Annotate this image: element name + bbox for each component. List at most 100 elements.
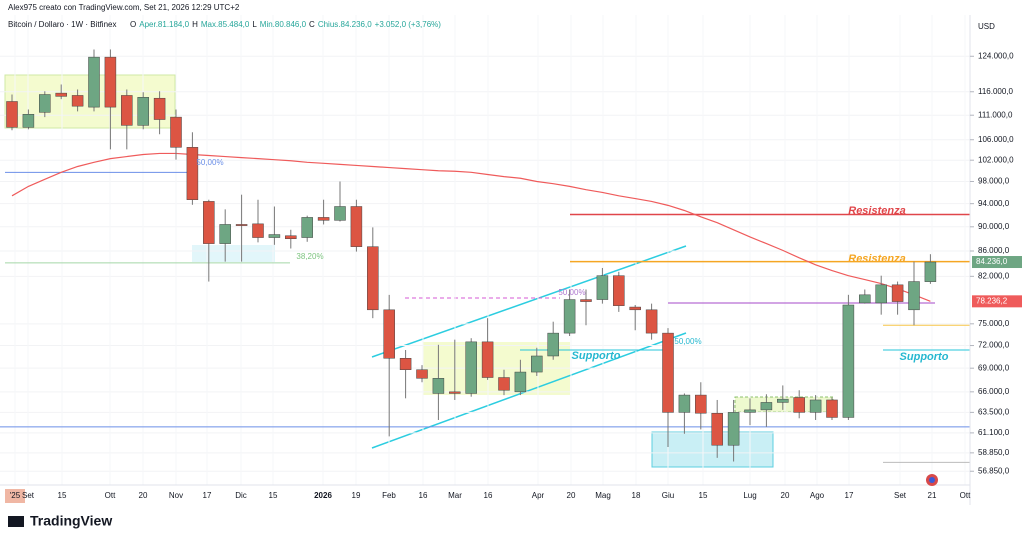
- candle: [678, 393, 691, 434]
- candle: [498, 369, 510, 396]
- legend-item: H: [192, 20, 198, 29]
- x-tick-label: Lug: [743, 491, 756, 500]
- candle-body: [170, 116, 182, 148]
- candle-body: [367, 246, 379, 311]
- candle-body: [645, 309, 658, 334]
- candle: [875, 275, 887, 315]
- candle-body: [235, 224, 248, 226]
- x-tick-label: Ago: [810, 491, 825, 500]
- candle-body: [416, 369, 428, 379]
- candle: [645, 303, 658, 340]
- y-tick-label: 111.000,0: [978, 110, 1013, 119]
- candle: [39, 91, 51, 118]
- x-tick-label: Giu: [662, 491, 674, 500]
- candle-body: [875, 284, 887, 304]
- candle: [334, 181, 346, 222]
- plot: [0, 15, 970, 485]
- candle-body: [924, 261, 937, 282]
- candle: [563, 289, 576, 337]
- candle: [744, 398, 756, 426]
- x-tick-label: Ott: [105, 491, 116, 500]
- candle-body: [301, 217, 313, 238]
- candle-body: [727, 412, 740, 446]
- candle: [514, 359, 527, 396]
- y-tick-label: 58.850,0: [978, 448, 1010, 457]
- x-tick-label: '25: [10, 491, 21, 500]
- candle-body: [252, 223, 264, 238]
- candle-body: [842, 304, 855, 418]
- candle: [6, 94, 18, 131]
- annotation: 50,00%: [674, 337, 701, 346]
- channel-line: [371, 332, 687, 449]
- candle-body: [285, 235, 297, 240]
- candle-body: [809, 399, 822, 413]
- candle: [809, 395, 822, 420]
- x-tick-label: Feb: [382, 491, 396, 500]
- candle: [383, 294, 395, 437]
- candle: [367, 227, 379, 319]
- y-tick-label: 66.000,0: [978, 387, 1010, 396]
- candle-body: [695, 394, 707, 414]
- y-tick-label: 72.000,0: [978, 341, 1010, 350]
- y-tick-label: 124.000,0: [978, 51, 1014, 60]
- candle-body: [826, 399, 838, 418]
- annotation: Resistenza: [848, 253, 905, 265]
- x-tick-label: 16: [419, 491, 428, 500]
- header: Alex975 creato con TradingView.com, Set …: [8, 3, 240, 12]
- x-tick-label: Set: [894, 491, 907, 500]
- candle-body: [514, 371, 527, 393]
- candle-body: [580, 299, 592, 302]
- candle: [153, 91, 166, 135]
- x-tick-label: Set: [22, 491, 35, 500]
- flag: [926, 474, 938, 486]
- candle: [268, 206, 281, 245]
- legend-item: Chius.84.236,0: [318, 20, 372, 29]
- x-tick-label: 18: [632, 491, 641, 500]
- x-tick-label: 15: [58, 491, 67, 500]
- candle-body: [498, 377, 510, 391]
- candle: [137, 92, 149, 130]
- legend-item: L: [252, 20, 257, 29]
- annotation: 50,00%: [196, 158, 223, 167]
- x-tick-label: 19: [352, 491, 361, 500]
- x-tick-label: Dic: [235, 491, 247, 500]
- x-tick-label: Mag: [595, 491, 611, 500]
- x-tick-label: 2026: [314, 491, 332, 500]
- candle-body: [334, 206, 346, 221]
- candle-body: [908, 281, 920, 311]
- candle-body: [531, 355, 543, 373]
- candle-body: [6, 101, 18, 128]
- candle-body: [268, 234, 281, 238]
- candle-body: [760, 402, 773, 411]
- candle: [695, 382, 707, 430]
- candle-body: [22, 113, 35, 128]
- candle: [88, 49, 100, 112]
- candle-body: [465, 341, 477, 394]
- candle-body: [39, 94, 51, 113]
- x-tick-label: Ott: [960, 491, 971, 500]
- y-tick-label: 75.000,0: [978, 319, 1010, 328]
- x-tick-label: 20: [139, 491, 148, 500]
- x-tick-label: Apr: [532, 491, 545, 500]
- candle: [826, 397, 838, 420]
- candle: [891, 281, 904, 315]
- annotation: 50,00%: [558, 288, 585, 297]
- currency: USD: [978, 22, 995, 31]
- brand: TradingView: [30, 513, 112, 529]
- symbol: Bitcoin / Dollaro · 1W · Bitfinex: [8, 20, 116, 29]
- legend-item: O: [130, 20, 136, 29]
- candle: [596, 267, 609, 304]
- x-tick-label: Nov: [169, 491, 183, 500]
- candle: [531, 347, 543, 376]
- candle-body: [55, 92, 67, 97]
- annotation: 38,20%: [296, 252, 323, 261]
- candle: [170, 109, 182, 160]
- candle-body: [744, 409, 756, 413]
- x-tick-label: 15: [699, 491, 708, 500]
- candle-body: [432, 378, 445, 394]
- candle: [121, 89, 133, 150]
- candle: [317, 199, 330, 225]
- x-tick-label: 17: [203, 491, 212, 500]
- y-tick-label: 102.000,0: [978, 155, 1014, 164]
- y-tick-label: 69.000,0: [978, 363, 1010, 372]
